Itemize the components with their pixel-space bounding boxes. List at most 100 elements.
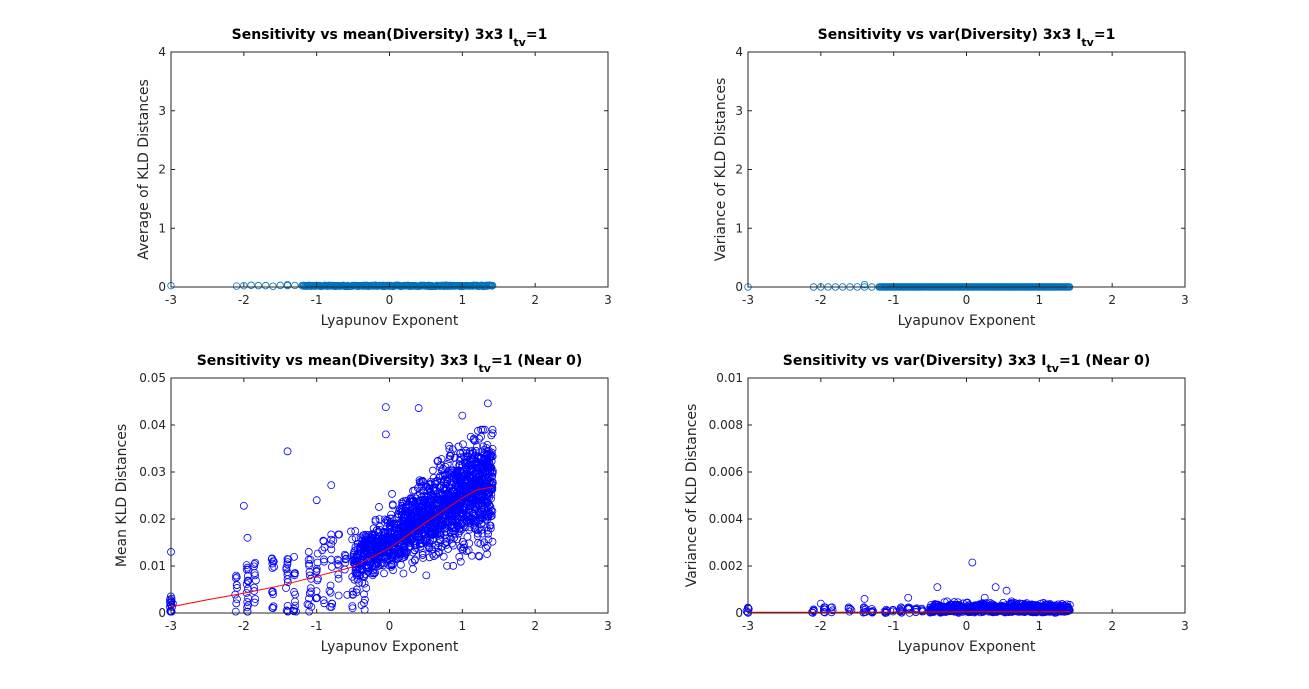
data-point xyxy=(470,524,479,532)
data-point xyxy=(474,517,483,526)
data-point xyxy=(936,606,945,614)
data-point xyxy=(445,441,453,450)
data-point xyxy=(243,584,252,593)
data-point xyxy=(371,281,380,289)
x-axis-label: Lyapunov Exponent xyxy=(898,313,1036,329)
data-point xyxy=(290,571,299,580)
x-tick-label: -1 xyxy=(888,619,900,633)
data-point xyxy=(348,602,357,611)
data-point xyxy=(282,565,291,574)
x-tick-label: 0 xyxy=(386,619,394,633)
data-point xyxy=(958,603,967,612)
x-tick-label: 2 xyxy=(531,619,539,633)
data-point xyxy=(304,548,313,556)
data-point xyxy=(462,469,471,478)
data-point xyxy=(399,552,408,561)
data-point xyxy=(1007,607,1015,616)
data-point xyxy=(232,282,241,290)
y-tick-label: 3 xyxy=(735,104,743,118)
data-point xyxy=(1033,606,1042,614)
data-point xyxy=(443,561,451,570)
data-point xyxy=(243,603,252,612)
data-point xyxy=(313,558,322,567)
data-point xyxy=(438,281,446,290)
data-point xyxy=(475,552,484,561)
subplot-bottom-left: Sensitivity vs mean(Diversity) 3x3 Itv=1… xyxy=(114,353,612,655)
x-tick-label: -2 xyxy=(238,293,250,307)
data-point xyxy=(428,530,437,539)
data-point xyxy=(318,546,327,555)
data-point xyxy=(416,540,425,549)
data-point xyxy=(482,544,490,552)
data-point xyxy=(408,548,417,557)
data-point xyxy=(400,522,409,531)
data-point xyxy=(306,555,315,564)
data-point xyxy=(967,606,976,614)
data-point xyxy=(1018,607,1027,615)
data-point xyxy=(454,497,462,506)
data-point xyxy=(449,486,457,495)
data-point xyxy=(428,493,437,502)
data-point xyxy=(320,599,329,608)
data-point xyxy=(363,567,372,576)
data-point xyxy=(242,561,251,570)
data-point xyxy=(471,525,480,534)
y-tick-label: 1 xyxy=(735,221,743,235)
data-point xyxy=(454,442,463,451)
data-point xyxy=(291,281,299,290)
data-point xyxy=(395,531,404,539)
x-tick-label: 3 xyxy=(604,293,612,307)
data-point xyxy=(366,539,375,548)
data-point xyxy=(422,571,431,580)
data-point xyxy=(442,484,450,493)
data-point xyxy=(341,551,350,560)
data-point xyxy=(470,479,478,487)
data-point xyxy=(347,527,355,536)
trend-line xyxy=(170,486,493,608)
data-point xyxy=(283,560,292,569)
data-point xyxy=(481,511,490,519)
y-tick-label: 0.008 xyxy=(709,418,743,432)
data-point xyxy=(429,517,438,526)
data-point xyxy=(283,601,292,610)
data-point xyxy=(447,534,455,543)
data-point xyxy=(931,602,940,611)
chart-title-subscript: tv xyxy=(1081,36,1094,49)
data-point xyxy=(478,505,486,514)
data-point xyxy=(251,558,260,567)
data-point xyxy=(419,529,428,538)
y-tick-label: 3 xyxy=(158,104,166,118)
data-point xyxy=(1056,606,1065,615)
data-point xyxy=(381,518,390,527)
data-point xyxy=(435,483,444,491)
data-point xyxy=(410,509,418,518)
data-point xyxy=(396,560,405,569)
chart-title-main: Sensitivity vs var(Diversity) 3x3 I xyxy=(783,353,1047,369)
data-point xyxy=(430,552,438,560)
data-point xyxy=(980,601,988,610)
x-tick-label: -2 xyxy=(238,619,250,633)
data-point xyxy=(479,495,487,504)
data-point xyxy=(380,569,388,578)
x-tick-label: 3 xyxy=(1181,619,1189,633)
data-point xyxy=(400,548,408,557)
data-point xyxy=(436,521,445,530)
data-point xyxy=(254,281,263,290)
data-point xyxy=(470,459,479,468)
data-point xyxy=(469,434,478,443)
x-tick-label: 1 xyxy=(459,619,467,633)
data-point xyxy=(455,552,464,561)
data-point xyxy=(394,545,402,554)
data-point xyxy=(351,568,360,577)
data-point xyxy=(352,588,361,597)
data-point xyxy=(340,550,349,559)
data-point xyxy=(247,281,255,289)
data-point xyxy=(488,429,497,438)
data-point xyxy=(414,404,423,412)
chart-title-main: Sensitivity vs var(Diversity) 3x3 I xyxy=(818,27,1082,43)
data-point xyxy=(438,507,447,516)
data-point xyxy=(437,455,446,463)
data-point xyxy=(444,516,452,525)
data-point xyxy=(399,513,408,522)
x-tick-label: 3 xyxy=(604,619,612,633)
